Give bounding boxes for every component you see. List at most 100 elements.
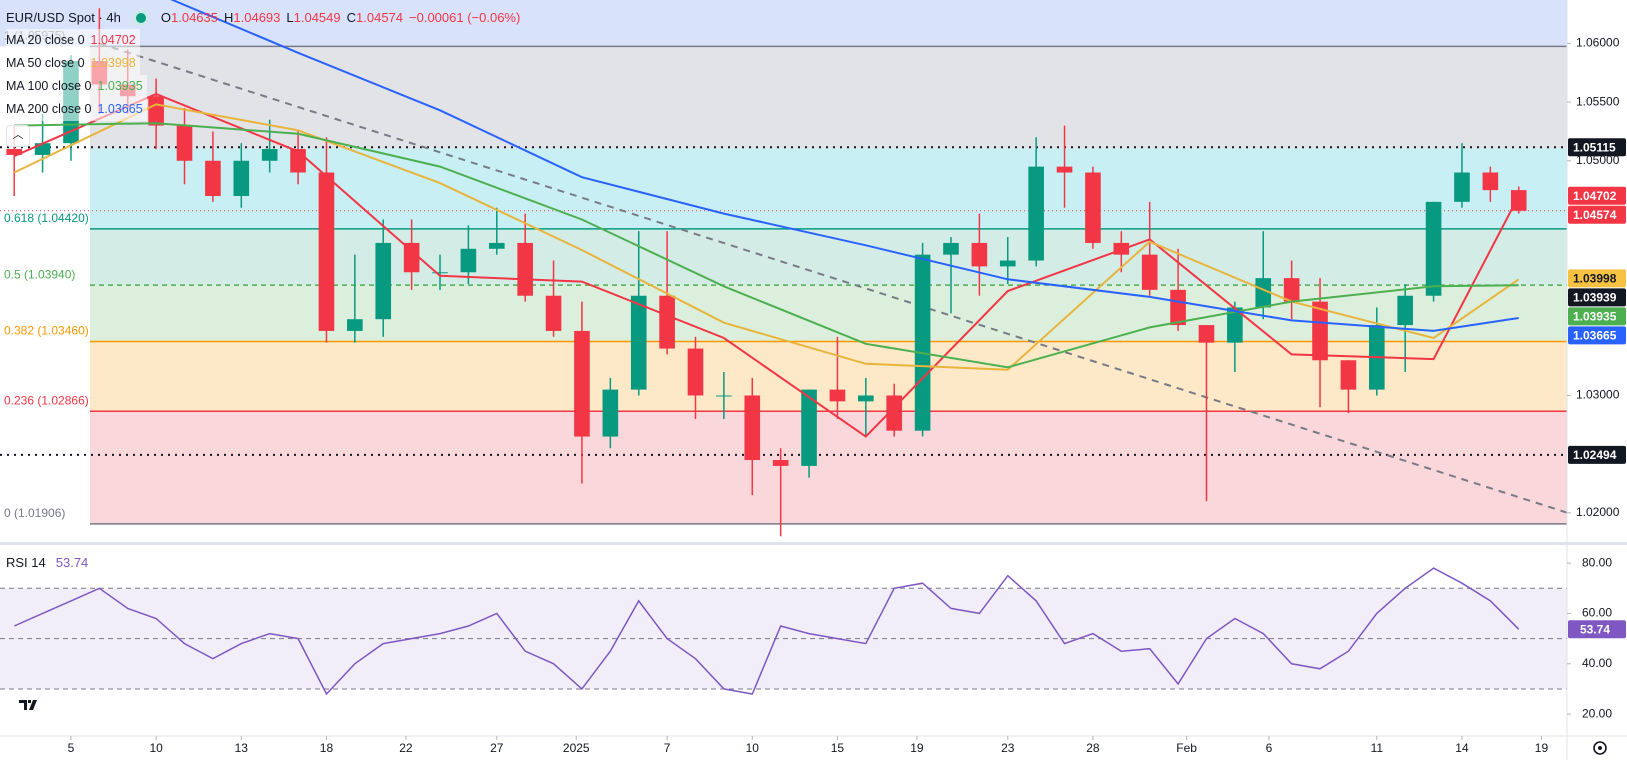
x-tick-label: 18: [320, 741, 334, 755]
legend: EUR/USD Spot · 4h O1.04635 H1.04693 L1.045…: [6, 6, 520, 147]
candle-body: [1340, 360, 1357, 390]
price-tag-label: 1.02494: [1573, 448, 1617, 462]
candle-body: [1510, 190, 1527, 211]
moving-average: [13, 92, 1520, 438]
ohlc-item: O1.04635: [161, 6, 218, 29]
ma-legend-row[interactable]: MA 100 close 0 1.03935: [6, 75, 147, 98]
candle-body: [659, 295, 675, 349]
price-tag-label: 1.03998: [1573, 272, 1617, 286]
ma-value: 1.03665: [97, 102, 143, 116]
x-tick-label: 19: [1535, 741, 1549, 755]
ohlc-value: 1.04549: [293, 10, 341, 25]
x-tick-label: 13: [235, 741, 249, 755]
candle-body: [1312, 301, 1328, 361]
candle-body: [716, 395, 732, 397]
fib-label: 0.382 (1.03460): [4, 324, 89, 338]
candle-body: [858, 395, 874, 402]
ma-name: MA 100 close 0: [6, 79, 92, 93]
candle-body: [460, 248, 477, 273]
rsi-label: RSI 14: [6, 555, 46, 570]
rsi-tag: [1568, 620, 1626, 639]
candle-body: [176, 125, 193, 161]
price-tag: [1568, 186, 1626, 205]
candle-body: [602, 389, 619, 437]
candle-body: [1056, 166, 1073, 173]
x-tick-label: 7: [664, 741, 671, 755]
fib-top-fill: [0, 0, 1567, 47]
candle-body: [6, 149, 23, 155]
ma-legend-row[interactable]: MA 50 close 0 1.03998: [6, 52, 140, 75]
x-tick-label: 10: [149, 741, 163, 755]
logo-bg: [14, 694, 44, 716]
moving-average: [14, 122, 1519, 369]
candle-body: [1085, 172, 1101, 243]
candle-body: [233, 160, 250, 196]
candle-body: [744, 395, 761, 461]
x-tick-label: 14: [1455, 741, 1469, 755]
price-tag: [1568, 445, 1626, 464]
price-tag-label: 1.05115: [1573, 140, 1616, 154]
ma-name: MA 50 close 0: [6, 56, 85, 70]
candle-body: [1397, 295, 1413, 326]
candle-body: [1425, 201, 1442, 296]
rsi-legend: RSI 14 53.74: [6, 555, 88, 570]
candle-body: [403, 242, 420, 273]
candle-body: [375, 242, 392, 320]
y-tick-label: 1.05000: [1576, 153, 1620, 167]
candle-body: [432, 272, 448, 274]
ohlc-label: L: [286, 10, 294, 25]
candle-body: [261, 149, 278, 161]
candle-body: [687, 348, 704, 396]
x-tick-label: 23: [1001, 741, 1015, 755]
logo-mark: [19, 700, 37, 710]
candle-body: [1141, 254, 1158, 290]
x-tick-label: 15: [831, 741, 845, 755]
candle-body: [829, 389, 846, 402]
gear-icon[interactable]: [1593, 741, 1607, 755]
change: −0.00061 (−0.06%): [409, 10, 521, 25]
rsi-pane: [0, 567, 1567, 696]
price-tag: [1568, 269, 1626, 288]
price-axis-bg: [1567, 0, 1627, 760]
gear-hub[interactable]: [1598, 746, 1602, 750]
collapse-legend[interactable]: ︿: [6, 125, 30, 147]
ohlc-value: 1.04635: [171, 10, 218, 25]
ma-legend-row[interactable]: MA 20 close 0 1.04702: [6, 29, 140, 52]
moving-average: [170, 0, 1519, 332]
rsi-tick-label: 60.00: [1582, 606, 1612, 620]
candle-body: [801, 389, 817, 466]
moving-average: [13, 103, 1520, 371]
x-tick-label: 22: [399, 741, 413, 755]
price-tag: [1568, 307, 1626, 326]
ohlc-item: C1.04574: [347, 6, 403, 29]
candle-body: [914, 254, 931, 431]
ma-value: 1.03935: [97, 79, 143, 93]
trendline: [99, 42, 1567, 514]
y-tick-label: 1.06000: [1576, 36, 1620, 50]
ma-value: 1.04702: [90, 33, 136, 47]
candle-body: [574, 330, 590, 437]
symbol[interactable]: EUR/USD Spot · 4h: [6, 10, 121, 25]
price-tag-label: 1.03939: [1573, 291, 1617, 305]
candle-body: [971, 242, 988, 267]
y-tick-label: 1.05500: [1576, 94, 1620, 108]
x-tick-label: 5: [68, 741, 75, 755]
candle-body: [772, 460, 789, 466]
candle-body: [34, 143, 51, 155]
ma-legend-row[interactable]: MA 200 close 0 1.03665: [6, 98, 147, 121]
fib-band: [90, 228, 1567, 286]
ma-value: 1.03998: [90, 56, 136, 70]
ohlc-label: C: [346, 10, 357, 25]
x-tick-label: 10: [746, 741, 760, 755]
x-tick-label: 6: [1266, 741, 1273, 755]
candle-body: [630, 295, 647, 390]
rsi-line: [13, 567, 1520, 696]
candle-body: [148, 96, 164, 126]
settings-button[interactable]: [1593, 741, 1607, 755]
candle-body: [488, 242, 505, 249]
price-tag: [1568, 205, 1626, 224]
x-tick-label: 19: [910, 741, 924, 755]
